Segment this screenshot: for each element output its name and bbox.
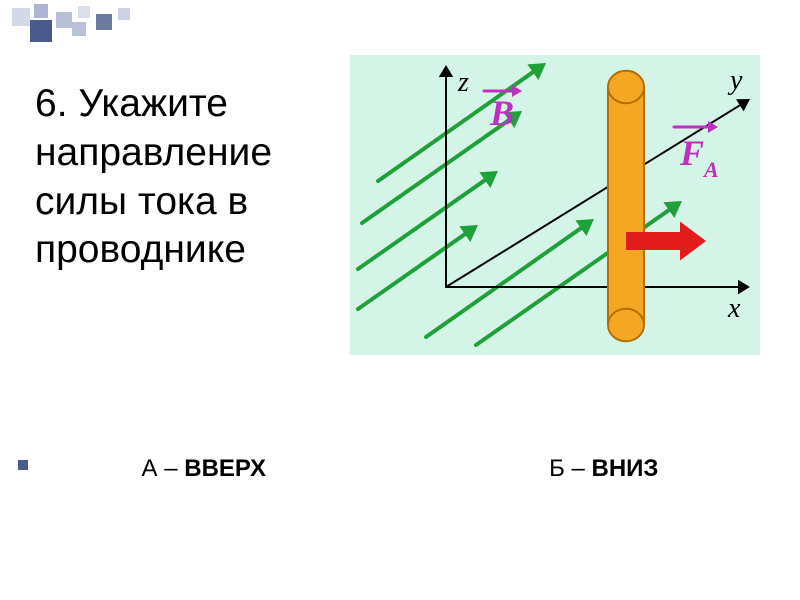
answer-b-value: ВНИЗ bbox=[592, 455, 659, 482]
question-text: 6. Укажите направление силы тока в прово… bbox=[35, 80, 335, 275]
physics-diagram: z y x B FA bbox=[350, 55, 760, 355]
svg-text:z: z bbox=[457, 67, 469, 98]
answer-row: А – ВВЕРХ Б – ВНИЗ bbox=[0, 455, 800, 483]
svg-text:y: y bbox=[727, 65, 743, 96]
answer-a: А – ВВЕРХ bbox=[142, 455, 266, 483]
svg-text:F: F bbox=[679, 133, 704, 173]
diagram-svg: z y x B FA bbox=[350, 55, 760, 355]
answer-b: Б – ВНИЗ bbox=[549, 455, 658, 483]
answer-a-value: ВВЕРХ bbox=[184, 455, 266, 482]
svg-text:B: B bbox=[489, 93, 514, 133]
answer-b-letter: Б – bbox=[549, 455, 591, 482]
svg-text:A: A bbox=[702, 157, 719, 182]
svg-text:x: x bbox=[727, 293, 741, 324]
answer-a-letter: А – bbox=[142, 455, 185, 482]
corner-decoration bbox=[0, 0, 180, 50]
